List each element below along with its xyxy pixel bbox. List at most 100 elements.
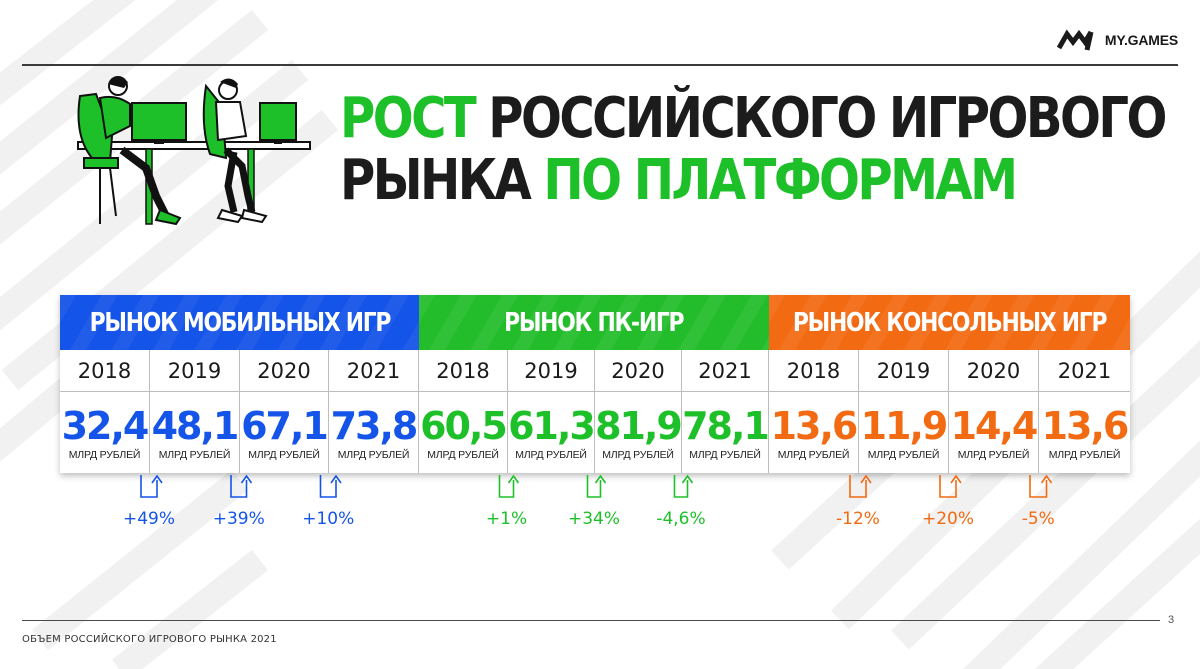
growth-label: -4,6% — [656, 509, 705, 529]
my-games-logo-icon — [1056, 29, 1094, 51]
arrow-up-icon — [330, 474, 342, 484]
growth-connector: -4,6% — [656, 474, 706, 529]
unit-label: МЛРД РУБЛЕЙ — [867, 448, 940, 461]
growth-connector: +49% — [123, 474, 175, 529]
year-cell: 2019 — [508, 350, 595, 392]
value: 13,6 — [770, 403, 859, 448]
growth-bracket — [939, 475, 957, 498]
title-text-1: РОССИЙСКОГО ИГРОВОГО — [488, 86, 1167, 151]
year-cell: 2020 — [240, 350, 329, 392]
value: 13,6 — [1041, 403, 1130, 448]
top-divider — [22, 64, 1178, 66]
unit-label: МЛРД РУБЛЕЙ — [1048, 448, 1121, 461]
title-accent-2: ПО ПЛАТФОРМАМ — [543, 148, 1018, 213]
year-cell: 2020 — [949, 350, 1039, 392]
title-accent-1: РОСТ — [340, 86, 477, 151]
value-cell: 48,1 МЛРД РУБЛЕЙ — [150, 392, 240, 473]
arrow-up-icon — [860, 474, 872, 484]
value: 67,1 — [241, 403, 329, 448]
value: 81,9 — [595, 403, 683, 448]
value: 48,1 — [151, 403, 240, 448]
value-cell: 61,3 МЛРД РУБЛЕЙ — [508, 392, 596, 473]
footer-caption: ОБЪЕМ РОССИЙСКОГО ИГРОВОГО РЫНКА 2021 — [22, 634, 277, 645]
arrow-up-icon — [950, 474, 962, 484]
page-title: РОСТ РОССИЙСКОГО ИГРОВОГО РЫНКА ПО ПЛАТФ… — [340, 86, 1167, 212]
brand-name: MY.GAMES — [1104, 32, 1178, 48]
segment-header-console: РЫНОК КОНСОЛЬНЫХ ИГР — [769, 295, 1130, 350]
year-cell: 2021 — [329, 350, 419, 392]
year-cell: 2020 — [595, 350, 682, 392]
brand-logo: MY.GAMES — [1056, 28, 1178, 52]
value: 61,3 — [508, 403, 596, 448]
unit-label: МЛРД РУБЛЕЙ — [689, 448, 761, 461]
unit-label: МЛРД РУБЛЕЙ — [602, 448, 674, 461]
growth-bracket — [230, 475, 248, 498]
arrow-up-icon — [681, 474, 694, 484]
value: 11,9 — [860, 403, 949, 448]
title-line-2: РЫНКА ПО ПЛАТФОРМАМ — [340, 150, 1165, 212]
value: 32,4 — [61, 403, 150, 448]
unit-label: МЛРД РУБЛЕЙ — [957, 448, 1030, 461]
unit-label: МЛРД РУБЛЕЙ — [427, 448, 499, 461]
growth-label: +20% — [922, 509, 974, 529]
value-cell: 14,4 МЛРД РУБЛЕЙ — [949, 392, 1039, 473]
value: 60,5 — [420, 403, 508, 448]
year-cell: 2019 — [859, 350, 949, 392]
value-cell: 81,9 МЛРД РУБЛЕЙ — [595, 392, 683, 473]
unit-label: МЛРД РУБЛЕЙ — [158, 448, 231, 461]
value: 14,4 — [950, 403, 1039, 448]
unit-label: МЛРД РУБЛЕЙ — [515, 448, 587, 461]
value-cell: 73,8 МЛРД РУБЛЕЙ — [329, 392, 419, 473]
growth-connector: +39% — [213, 474, 265, 529]
growth-label: +34% — [568, 509, 620, 529]
growth-bracket — [140, 475, 158, 498]
year-cell: 2021 — [1039, 350, 1130, 392]
growth-connector: +20% — [922, 474, 974, 529]
arrow-up-icon — [151, 474, 163, 484]
growth-label: +49% — [123, 509, 175, 529]
year-cell: 2019 — [150, 350, 240, 392]
growth-bracket — [498, 475, 515, 498]
market-table: РЫНОК МОБИЛЬНЫХ ИГР РЫНОК ПК-ИГР РЫНОК К… — [60, 295, 1130, 473]
value-cell: 67,1 МЛРД РУБЛЕЙ — [240, 392, 329, 473]
arrow-up-icon — [240, 474, 253, 484]
growth-label: +10% — [302, 509, 354, 529]
growth-label: +1% — [486, 509, 527, 529]
year-cell: 2018 — [60, 350, 150, 392]
value-cell: 13,6 МЛРД РУБЛЕЙ — [1039, 392, 1130, 473]
year-cell: 2018 — [419, 350, 508, 392]
growth-bracket — [586, 475, 602, 498]
value-cell: 60,5 МЛРД РУБЛЕЙ — [419, 392, 508, 473]
page-number: 3 — [1168, 614, 1175, 626]
arrow-up-icon — [1040, 474, 1053, 484]
growth-connector: -5% — [1022, 474, 1055, 529]
growth-connector: +10% — [302, 474, 354, 529]
year-cell: 2018 — [769, 350, 859, 392]
value-cell: 13,6 МЛРД РУБЛЕЙ — [769, 392, 859, 473]
value-cell: 11,9 МЛРД РУБЛЕЙ — [859, 392, 949, 473]
growth-bracket — [849, 475, 867, 498]
unit-label: МЛРД РУБЛЕЙ — [248, 448, 320, 461]
gamers-illustration — [77, 76, 311, 226]
arrow-up-icon — [507, 474, 520, 484]
growth-bracket — [673, 475, 689, 498]
bottom-divider — [22, 620, 1160, 621]
growth-label: -12% — [836, 509, 880, 529]
value-cell: 78,1 МЛРД РУБЛЕЙ — [682, 392, 770, 473]
title-text-2: РЫНКА — [340, 148, 532, 213]
value: 78,1 — [682, 403, 770, 448]
year-cell: 2021 — [682, 350, 769, 392]
growth-label: -5% — [1022, 509, 1055, 529]
unit-label: МЛРД РУБЛЕЙ — [337, 448, 410, 461]
growth-connector: -12% — [836, 474, 880, 529]
value-cell: 32,4 МЛРД РУБЛЕЙ — [60, 392, 150, 473]
unit-label: МЛРД РУБЛЕЙ — [777, 448, 850, 461]
growth-connector: +1% — [486, 474, 527, 529]
arrow-up-icon — [594, 474, 607, 484]
segment-header-mobile: РЫНОК МОБИЛЬНЫХ ИГР — [60, 295, 419, 350]
value: 73,8 — [330, 403, 419, 448]
growth-bracket — [1029, 475, 1048, 498]
unit-label: МЛРД РУБЛЕЙ — [68, 448, 141, 461]
growth-label: +39% — [213, 509, 265, 529]
